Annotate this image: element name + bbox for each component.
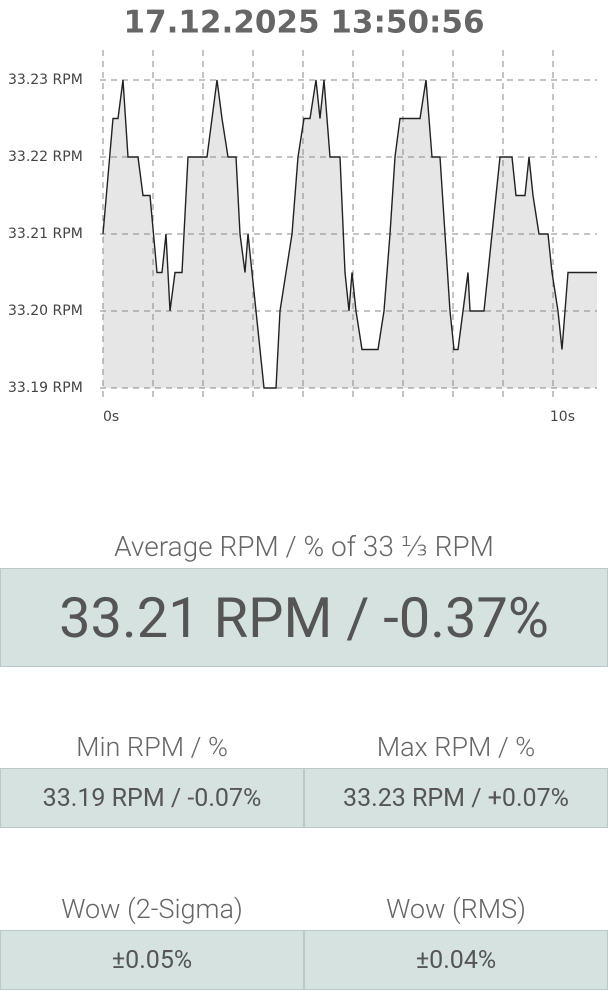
chart: 17.12.2025 13:50:56 33.19 RPM 33.20 RPM 33… bbox=[8, 5, 597, 425]
wow-rms-label: Wow (RMS) bbox=[386, 893, 526, 925]
max-value: 33.23 RPM / +0.07% bbox=[304, 768, 608, 828]
y-tick-label: 33.22 RPM bbox=[8, 149, 83, 165]
x-tick-label: 10s bbox=[550, 409, 575, 425]
min-label: Min RPM / % bbox=[76, 731, 228, 763]
x-tick-label: 0s bbox=[103, 409, 119, 425]
average-value: 33.21 RPM / -0.37% bbox=[0, 568, 608, 667]
average-label: Average RPM / % of 33 ⅓ RPM bbox=[114, 530, 494, 563]
wow-2sigma-label: Wow (2-Sigma) bbox=[61, 893, 243, 925]
wow-rms-value: ±0.04% bbox=[304, 930, 608, 990]
min-value: 33.19 RPM / -0.07% bbox=[0, 768, 304, 828]
rpm-line bbox=[102, 79, 597, 389]
y-tick-label: 33.20 RPM bbox=[8, 303, 83, 319]
y-tick-label: 33.23 RPM bbox=[8, 72, 83, 88]
y-tick-label: 33.19 RPM bbox=[8, 380, 83, 396]
y-tick-label: 33.21 RPM bbox=[8, 226, 83, 242]
wow-2sigma-value: ±0.05% bbox=[0, 930, 304, 990]
max-label: Max RPM / % bbox=[376, 731, 536, 763]
chart-title: 17.12.2025 13:50:56 bbox=[123, 5, 484, 41]
